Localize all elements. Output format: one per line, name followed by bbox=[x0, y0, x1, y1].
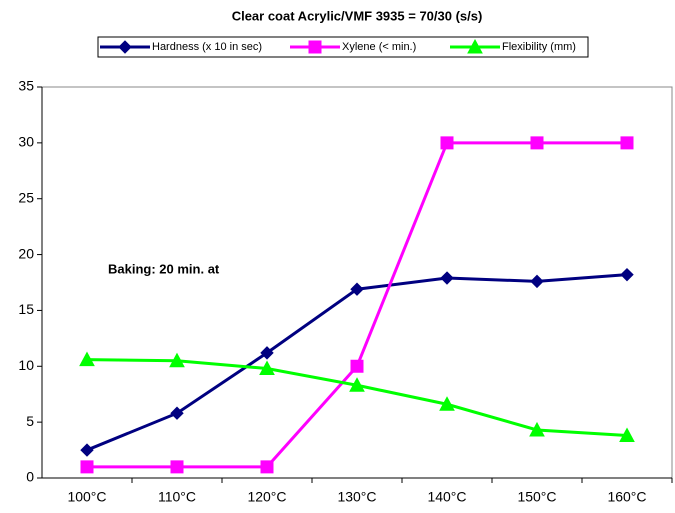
x-tick-label: 120°C bbox=[247, 489, 286, 505]
data-point bbox=[620, 267, 634, 282]
x-tick-label: 160°C bbox=[607, 489, 646, 505]
legend-label: Flexibility (mm) bbox=[502, 41, 576, 53]
data-point bbox=[170, 406, 184, 420]
data-point bbox=[440, 136, 454, 150]
x-tick-label: 130°C bbox=[337, 489, 376, 505]
data-point bbox=[80, 443, 94, 457]
data-point bbox=[529, 421, 545, 437]
y-tick-label: 5 bbox=[26, 413, 34, 429]
x-tick-label: 150°C bbox=[517, 489, 556, 505]
y-tick-label: 15 bbox=[18, 301, 34, 317]
data-point bbox=[439, 396, 455, 411]
y-tick-label: 35 bbox=[18, 78, 34, 94]
data-point bbox=[170, 460, 184, 474]
data-point bbox=[619, 427, 635, 443]
data-point bbox=[260, 346, 274, 360]
data-point bbox=[440, 271, 454, 285]
legend-label: Hardness (x 10 in sec) bbox=[152, 41, 262, 53]
y-tick-label: 10 bbox=[18, 357, 34, 373]
annotation: Baking: 20 min. at bbox=[108, 261, 220, 276]
data-point bbox=[80, 460, 94, 474]
data-point bbox=[620, 136, 634, 150]
x-tick-label: 110°C bbox=[158, 489, 196, 505]
data-point bbox=[169, 352, 185, 368]
data-point bbox=[350, 282, 364, 296]
data-point bbox=[530, 136, 544, 150]
data-point bbox=[350, 359, 364, 373]
y-tick-label: 25 bbox=[18, 189, 34, 205]
y-tick-label: 30 bbox=[18, 134, 34, 150]
x-tick-label: 100°C bbox=[67, 489, 106, 505]
data-point bbox=[530, 274, 544, 289]
data-point bbox=[260, 460, 274, 474]
y-tick-label: 20 bbox=[18, 245, 34, 261]
data-point bbox=[349, 377, 365, 392]
legend-label: Xylene (< min.) bbox=[342, 41, 416, 53]
legend-marker bbox=[467, 38, 483, 54]
y-tick-label: 0 bbox=[26, 469, 34, 485]
legend-box bbox=[97, 36, 589, 58]
legend-marker bbox=[308, 40, 322, 54]
x-tick-label: 140°C bbox=[427, 489, 466, 505]
chart-title: Clear coat Acrylic/VMF 3935 = 70/30 (s/s… bbox=[232, 8, 483, 23]
data-point bbox=[259, 360, 275, 376]
legend-marker bbox=[118, 40, 132, 54]
data-point bbox=[79, 351, 95, 367]
